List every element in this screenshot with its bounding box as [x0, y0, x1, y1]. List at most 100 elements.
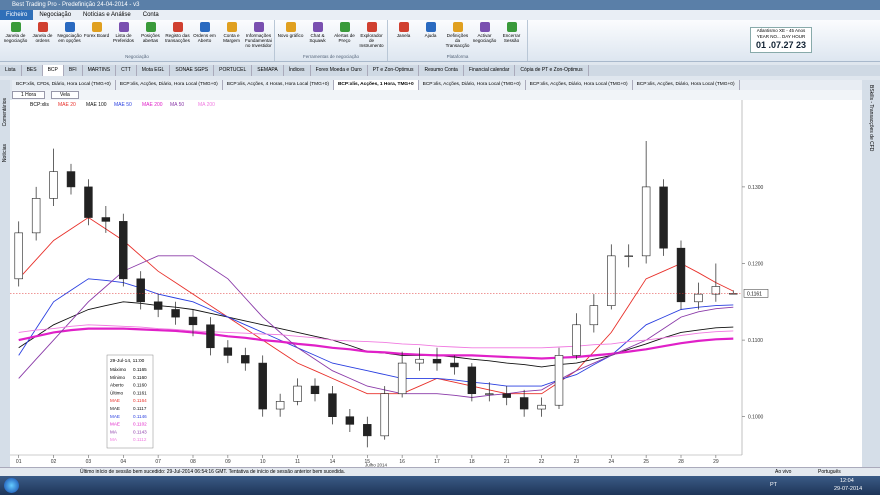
ribbon-group: Janela Ajuda Definições da Transacção Activ… [388, 20, 528, 61]
candle-body [101, 217, 111, 222]
ribbon-button[interactable]: Ajuda [417, 20, 444, 53]
ribbon-button[interactable]: Posições abertas [137, 20, 164, 53]
workspace-tab[interactable]: Forex Moeda e Ouro [311, 65, 368, 76]
info-row-value: 0.1165 [133, 367, 147, 372]
workspace-tab[interactable]: SONAE SGPS [170, 65, 215, 76]
taskbar-time: 12:04 [840, 478, 854, 484]
button-label: Chat & Squawk [309, 33, 326, 43]
chart-tab[interactable]: BCP:xlis, Acções, Diário, Hora Local (TM… [116, 80, 223, 90]
button-icon [479, 22, 490, 32]
x-tick-label: 22 [539, 459, 545, 465]
clock-caption: Atlantismo XE - 45 Anos [756, 28, 806, 33]
ribbon-button[interactable]: Ordens em Aberto [191, 20, 218, 53]
ribbon-button[interactable]: Alertas de Preço [331, 20, 358, 53]
workspace-tab[interactable]: Resumo Conta [419, 65, 464, 76]
info-row-value: 0.1143 [133, 429, 147, 434]
taskbar: PT 12:04 29-07-2014 [0, 476, 880, 495]
candle-body [328, 393, 337, 417]
button-icon [285, 22, 296, 32]
legend-bg [24, 100, 234, 108]
chart-tab[interactable]: BCP:xlis, Acções, Diário, Hora Local (TM… [633, 80, 740, 90]
ribbon-button[interactable]: Conta e Margem [218, 20, 245, 53]
button-label: Lista de Preferidos [113, 33, 134, 43]
side-label[interactable]: Comentários [2, 98, 8, 127]
ribbon-button[interactable]: Lista de Preferidos [110, 20, 137, 53]
ribbon-button[interactable]: Activar negociação [471, 20, 498, 53]
workspace-tab[interactable]: PORTUCEL [214, 65, 253, 76]
menu-item[interactable]: Negociação [39, 12, 72, 18]
status-mode: Ao vivo [775, 469, 792, 475]
ribbon-button[interactable]: Registo das transacções [164, 20, 191, 53]
x-tick-label: 17 [434, 459, 440, 465]
x-tick-label: 02 [51, 459, 57, 465]
button-icon [199, 22, 210, 32]
ribbon-button[interactable]: Janela de ordens [29, 20, 56, 53]
ribbon-button[interactable]: Explorador de Instrumento [358, 20, 385, 53]
ribbon-button[interactable]: Janela de negociação [2, 20, 29, 53]
workspace-tab[interactable]: BCP [42, 65, 64, 76]
x-axis-label: Julho 2014 [365, 463, 388, 468]
style-select[interactable]: Vela [51, 91, 79, 99]
workspace-tab[interactable]: BFI [64, 65, 83, 76]
x-tick-label: 14 [330, 459, 336, 465]
candle-body [711, 286, 721, 295]
side-label[interactable]: Notícias [2, 144, 8, 163]
candle-body [188, 316, 198, 326]
workspace-tab[interactable]: Mota EGL [137, 65, 171, 76]
workspace-tab[interactable]: PT e Zon-Optimus [368, 65, 420, 76]
ribbon-buttons: Novo gráfico Chat & Squawk Alertas de Preç… [277, 20, 385, 53]
chart-tab[interactable]: BCP:xlis, Acções, Diário, Hora Local (TM… [526, 80, 633, 90]
side-label[interactable]: BSkills - Transacções de CFD [868, 85, 874, 152]
candle-body [363, 424, 372, 437]
candle-body [310, 385, 320, 395]
ribbon-button[interactable]: Novo gráfico [277, 20, 304, 53]
indicator-line [18, 216, 734, 395]
interval-select[interactable]: 1 Hora [12, 91, 46, 99]
workspace-tab[interactable]: SEMAPA [252, 65, 284, 76]
right-side-panel: BSkills - Transacções de CFD [862, 80, 880, 467]
info-row-value: 0.1117 [133, 406, 147, 411]
workspace-tab[interactable]: Cópia de PT e Zon-Optimus [515, 65, 589, 76]
candle-body [293, 385, 302, 402]
workspace-tab[interactable]: Índices [284, 65, 311, 76]
clock-widget: Atlantismo XE - 45 Anos YEAR NO... DAY H… [750, 27, 812, 53]
info-row-label: MAE [110, 398, 120, 403]
candle-body [153, 301, 163, 310]
info-row-value: 0.1112 [133, 437, 147, 442]
chart-tab[interactable]: BCP:xlis, Acções, Diário, Hora Local (TM… [419, 80, 526, 90]
info-row-value: 0.1164 [133, 398, 147, 403]
chart-tab[interactable]: BCP:xlis, Acções, 1 Hora, TMG+0 [333, 80, 419, 90]
workspace-tab[interactable]: MARTINS [83, 65, 117, 76]
x-tick-label: 28 [678, 459, 684, 465]
ribbon-button[interactable]: Definições da Transacção [444, 20, 471, 53]
ribbon-button[interactable]: Forex Board [83, 20, 110, 53]
chart-tab[interactable]: BCP:xlis, Acções, 4 Horas, Hora Local (T… [223, 80, 334, 90]
ribbon-button[interactable]: Negociação em opções [56, 20, 83, 53]
button-icon [339, 22, 350, 32]
workspace-tab[interactable]: CTT [116, 65, 137, 76]
ribbon-button[interactable]: Janela [390, 20, 417, 53]
candle-body [84, 186, 93, 218]
workspace-tab[interactable]: BES [22, 65, 43, 76]
candle-body [171, 309, 180, 318]
start-button[interactable] [4, 478, 19, 493]
button-icon [172, 22, 183, 32]
candle-body [694, 293, 703, 303]
ribbon-button[interactable]: Informações Fundamentais no Investidor [245, 20, 272, 53]
button-icon [253, 22, 264, 32]
workspace-tab[interactable]: Financial calendar [464, 65, 516, 76]
candle-body [415, 358, 424, 364]
menu-item[interactable]: Notícias e Análise [83, 12, 131, 18]
menu-item[interactable]: Conta [142, 12, 159, 18]
menu-item[interactable]: Ficheiro [0, 10, 34, 20]
ribbon-button[interactable]: Chat & Squawk [304, 20, 331, 53]
button-label: Alertas de Preço [334, 33, 355, 43]
button-label: Negociação em opções [57, 33, 82, 43]
ribbon-button[interactable]: Encerrar Sessão [498, 20, 525, 53]
chart-tab[interactable]: BCP:xlis, CFDs, Diário, Hora Local (TMG+… [12, 80, 116, 90]
workspace-tab[interactable]: Lista [0, 65, 22, 76]
button-icon [226, 22, 237, 32]
candle-body [607, 255, 616, 306]
indicator-line [18, 255, 734, 398]
button-label: Janela de negociação [3, 33, 28, 43]
